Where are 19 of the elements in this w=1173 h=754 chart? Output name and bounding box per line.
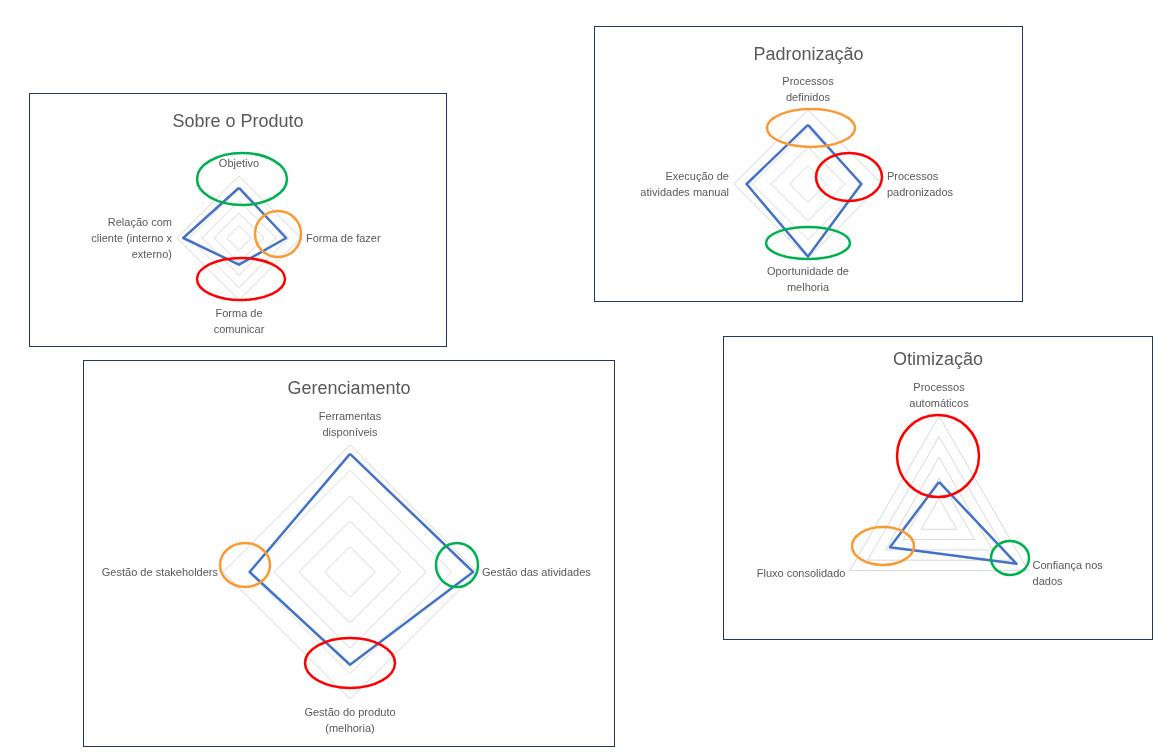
spoke-label: Processos definidos <box>782 75 835 103</box>
spoke-label: Processos automáticos <box>909 381 970 409</box>
spoke-label: Ferramentas disponíveis <box>318 410 382 438</box>
spoke-label: Oportunidade de melhoria <box>767 265 849 293</box>
spoke-label: Gestão de stakeholders <box>101 566 219 578</box>
spoke-label: Forma de comunicar <box>213 307 265 335</box>
spoke-label: Gestão das atividades <box>482 566 592 578</box>
spoke-label: Processos padronizados <box>887 170 954 198</box>
spoke-label: Objetivo <box>218 157 260 169</box>
chart-title: Otimização <box>892 349 984 369</box>
chart-title: Padronização <box>753 44 864 64</box>
chart-title: Sobre o Produto <box>172 111 304 131</box>
spoke-label: Confiança nos dados <box>1032 559 1104 587</box>
chart-title: Gerenciamento <box>287 378 411 398</box>
spoke-label: Forma de fazer <box>306 232 381 244</box>
spoke-label: Execução de atividades manual <box>640 170 729 198</box>
spoke-label: Fluxo consolidado <box>756 567 846 579</box>
spoke-label: Relação com cliente (interno x externo) <box>91 216 173 260</box>
spoke-label: Gestão do produto (melhoria) <box>304 706 396 734</box>
